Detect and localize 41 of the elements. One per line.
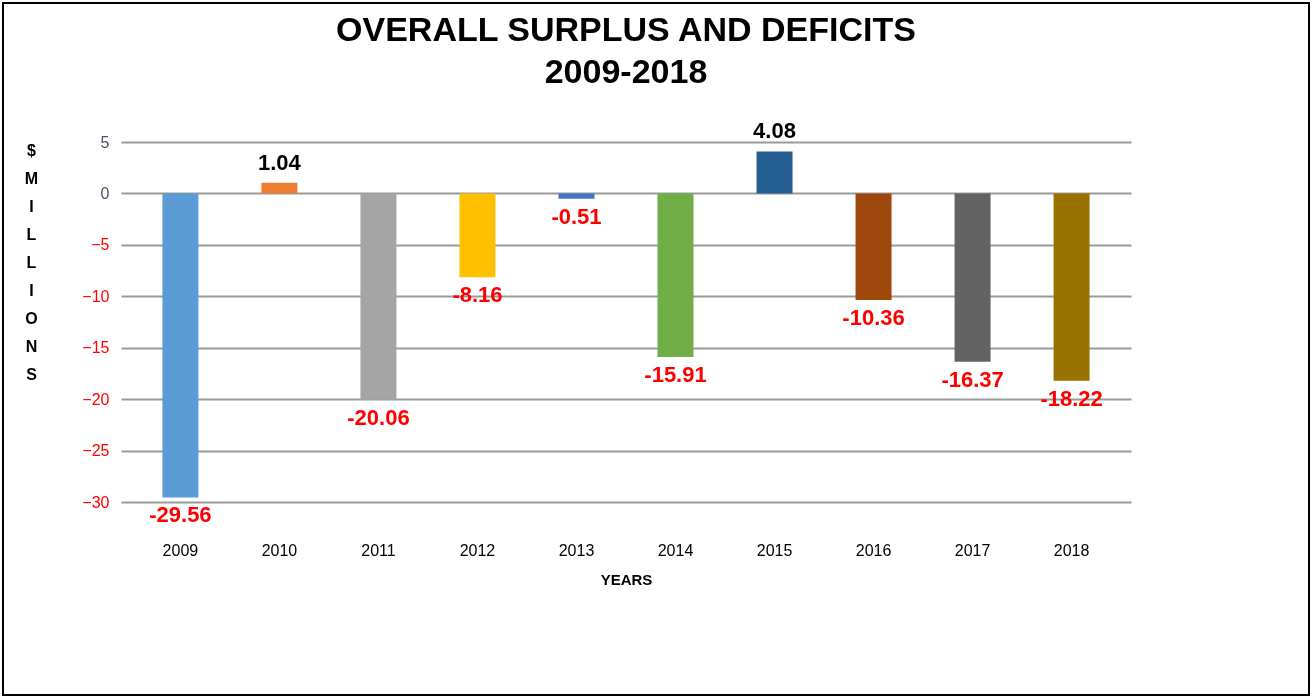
data-label: -18.22 — [1040, 385, 1103, 411]
y-tick-label: 0 — [100, 184, 110, 202]
bar — [558, 193, 595, 199]
x-tick-label: 2016 — [855, 541, 892, 559]
data-label: 4.08 — [753, 118, 796, 144]
x-tick-label: 2018 — [1053, 541, 1090, 559]
y-tick-label: −10 — [82, 287, 110, 305]
x-tick-label: 2009 — [162, 541, 199, 559]
data-label: -20.06 — [347, 404, 410, 430]
y-tick-label: −20 — [82, 390, 110, 408]
data-label: -8.16 — [452, 282, 503, 308]
y-tick-label: −5 — [91, 236, 110, 254]
y-tick-label: −30 — [82, 493, 110, 511]
x-tick-label: 2013 — [558, 541, 595, 559]
bar — [261, 182, 298, 194]
x-tick-label: 2014 — [657, 541, 694, 559]
bar — [756, 151, 793, 194]
x-tick-label: 2011 — [361, 541, 396, 559]
data-label: 1.04 — [258, 149, 302, 175]
bar — [855, 193, 892, 300]
data-label: -15.91 — [644, 362, 707, 388]
y-tick-label: 5 — [100, 133, 110, 151]
bar — [1053, 193, 1090, 381]
bar — [459, 193, 496, 278]
bar — [954, 193, 991, 362]
x-tick-label: 2015 — [756, 541, 793, 559]
x-tick-label: 2012 — [459, 541, 496, 559]
y-tick-label: −15 — [82, 339, 110, 357]
x-axis-title: YEARS — [600, 570, 653, 588]
text: $ MILLIONS — [24, 141, 39, 383]
data-label: -10.36 — [842, 304, 905, 330]
y-tick-label: −25 — [82, 442, 110, 460]
chart-title: OVERALL SURPLUS AND DEFICITS — [336, 10, 916, 49]
x-tick-label: 2010 — [261, 541, 298, 559]
chart-subtitle: 2009-2018 — [544, 52, 708, 91]
data-label: -16.37 — [941, 366, 1004, 392]
bar — [162, 193, 199, 498]
bar — [657, 193, 694, 358]
x-tick-label: 2017 — [954, 541, 991, 559]
data-label: -29.56 — [149, 502, 212, 528]
data-label: -0.51 — [551, 203, 602, 229]
